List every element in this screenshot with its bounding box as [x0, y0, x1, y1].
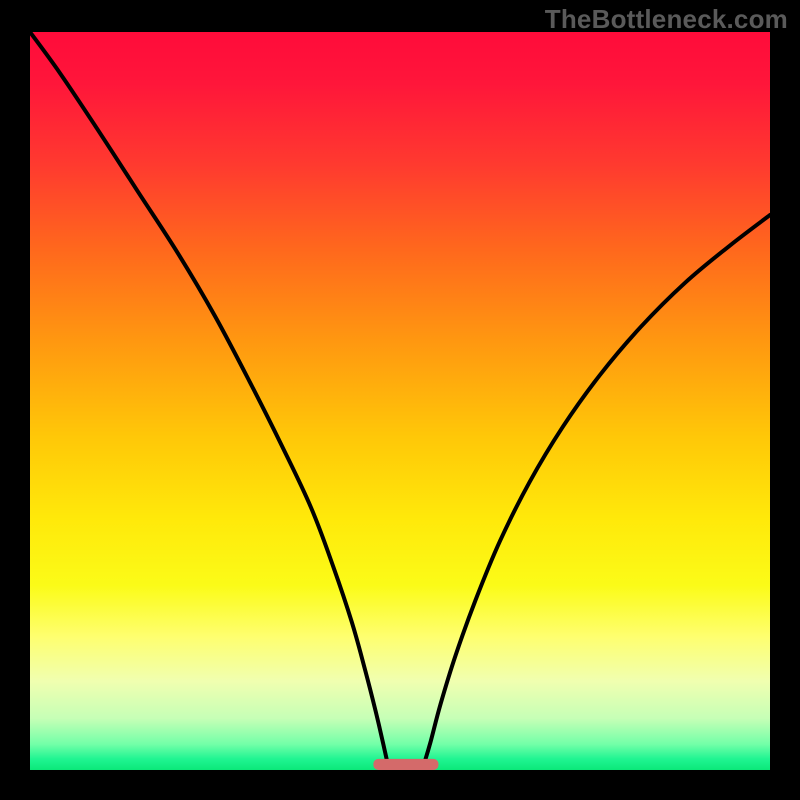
watermark-text: TheBottleneck.com: [545, 4, 788, 35]
bottleneck-curve-plot: [30, 32, 770, 770]
plot-background: [30, 32, 770, 770]
optimal-zone-marker: [373, 759, 438, 770]
chart-frame: TheBottleneck.com: [0, 0, 800, 800]
